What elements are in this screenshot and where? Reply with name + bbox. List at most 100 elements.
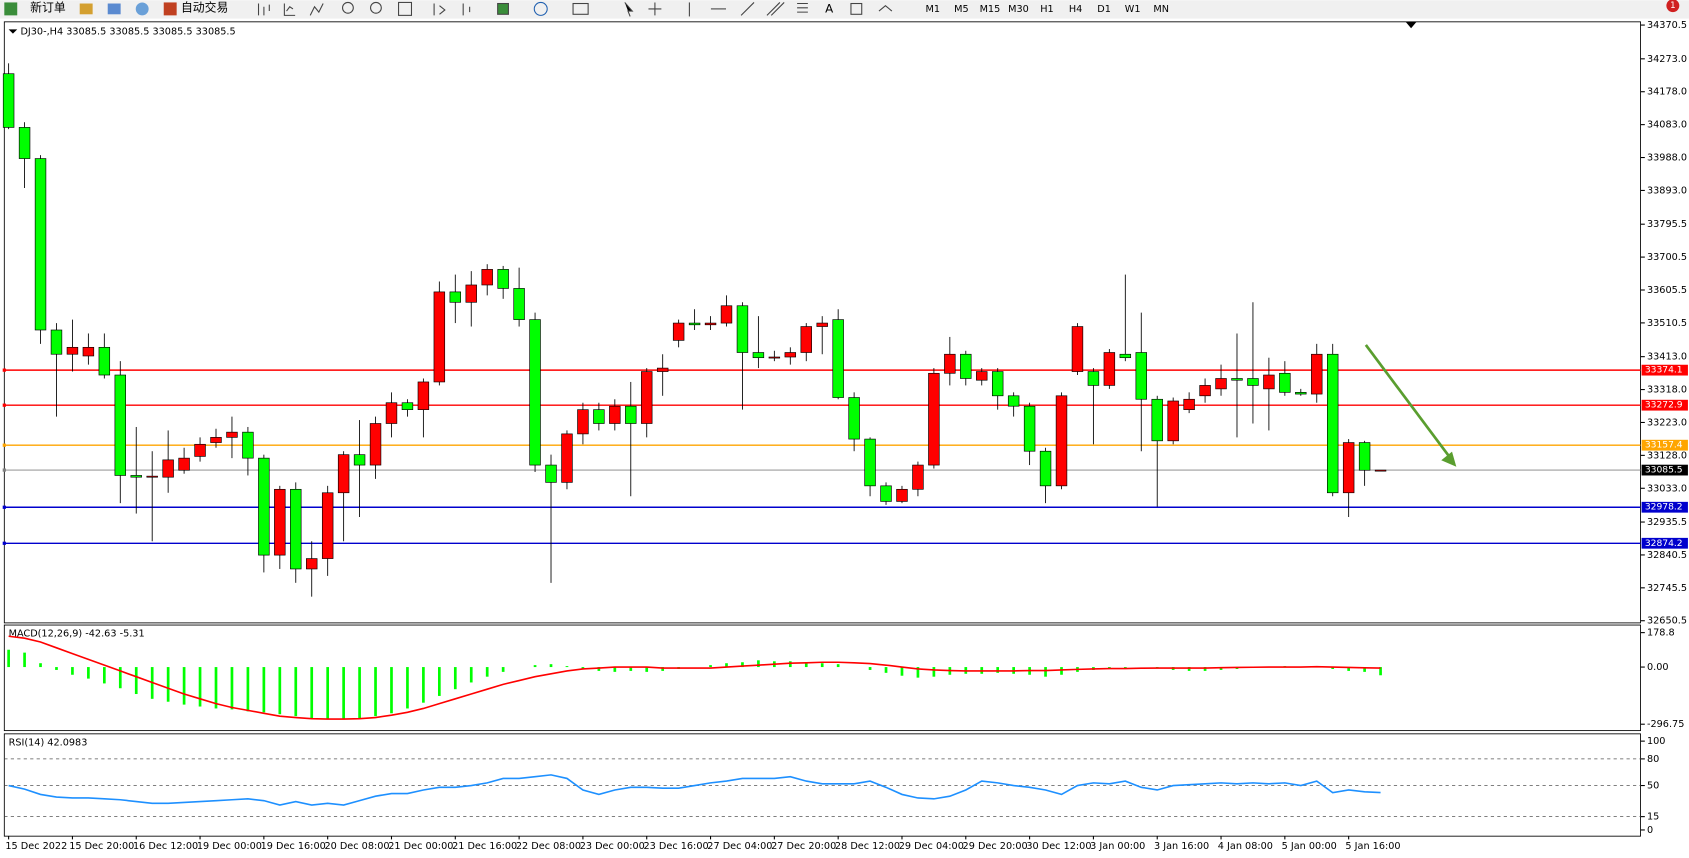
candle-icon[interactable]: [283, 3, 296, 16]
auto-trading-icon[interactable]: [163, 2, 177, 16]
auto-trading-button[interactable]: 自动交易: [181, 0, 228, 14]
candle-body: [82, 346, 95, 357]
x-tick-label: 23 Dec 00:00: [580, 841, 645, 852]
candle-body: [1055, 395, 1068, 487]
candle-body: [672, 322, 685, 341]
label-icon[interactable]: [850, 2, 863, 15]
arrows-icon[interactable]: [878, 4, 893, 12]
x-tick-label: 27 Dec 20:00: [771, 841, 836, 852]
toolbar-icon[interactable]: [79, 3, 93, 15]
templates-icon[interactable]: [572, 2, 589, 15]
candle-body: [98, 346, 111, 376]
candle-body: [944, 353, 956, 374]
pane-menu[interactable]: [8, 29, 18, 34]
price-level-label: 33157.4: [1645, 441, 1683, 451]
candle-body: [258, 457, 270, 556]
candle-body: [720, 305, 733, 324]
y-tick-label: 34083.0: [1647, 120, 1687, 131]
candle-body: [1023, 405, 1036, 452]
timeframe-button[interactable]: M5: [954, 4, 969, 15]
macd-pane: [3, 624, 1641, 732]
x-tick-label: 19 Dec 00:00: [197, 841, 262, 852]
candle-body: [1247, 378, 1259, 386]
toolbar-icon[interactable]: [135, 2, 149, 16]
x-tick-label: 15 Dec 20:00: [69, 841, 134, 852]
timeframe-button[interactable]: MN: [1153, 4, 1169, 15]
bar-chart-icon[interactable]: [257, 3, 270, 16]
y-tick-label: 33318.0: [1647, 385, 1687, 396]
periods-icon[interactable]: [533, 1, 548, 16]
candle-body: [321, 492, 334, 559]
zoom-out-icon[interactable]: [370, 1, 382, 14]
crosshair-icon[interactable]: [648, 2, 662, 16]
candle-body: [194, 443, 206, 457]
macd-title: MACD(12,26,9) -42.63 -5.31: [9, 629, 145, 640]
candle-body: [401, 402, 414, 410]
price-level-handle: [2, 505, 6, 509]
candle-body: [1151, 398, 1163, 442]
timeframe-button[interactable]: M15: [980, 4, 1001, 15]
candle-body: [1311, 353, 1323, 395]
timeframe-button[interactable]: M1: [926, 4, 941, 15]
candle-body: [130, 475, 142, 478]
candle-body: [34, 158, 47, 331]
channel-icon[interactable]: [766, 2, 785, 16]
indicators-icon[interactable]: [497, 2, 509, 15]
shift-icon[interactable]: [462, 3, 471, 16]
price-level-box: [1641, 399, 1688, 411]
y-tick-label: 0.00: [1647, 662, 1669, 673]
candle-body: [146, 475, 158, 478]
y-tick-label: 33605.5: [1647, 285, 1687, 296]
x-tick-label: 5 Jan 00:00: [1282, 841, 1337, 852]
toolbar-icon[interactable]: [107, 3, 121, 15]
y-tick-label: 0: [1647, 825, 1653, 836]
marks: 34370.5 34273.0 34178.0 34083.0 33988.0 33893…: [2, 20, 1688, 852]
y-tick-label: 33795.5: [1647, 219, 1687, 230]
new-order-icon[interactable]: [4, 2, 18, 16]
arrow-head: [1441, 451, 1457, 467]
zoom-in-icon[interactable]: [342, 1, 354, 14]
candle-body: [1215, 378, 1227, 390]
candle-body: [1103, 352, 1116, 386]
timeframe-button[interactable]: H4: [1069, 4, 1082, 15]
x-tick-label: 22 Dec 08:00: [516, 841, 581, 852]
candle-body: [960, 353, 972, 379]
candle-body: [609, 405, 621, 424]
y-tick-label: 33700.5: [1647, 252, 1687, 263]
candle-body: [880, 485, 892, 502]
candle-body: [1183, 398, 1195, 410]
candle-body: [1374, 469, 1387, 472]
timeframe-button[interactable]: M30: [1008, 4, 1029, 15]
candle-body: [561, 433, 573, 483]
candle-body: [577, 409, 589, 435]
price-level-handle: [2, 468, 6, 472]
trendline-icon[interactable]: [740, 2, 755, 16]
x-tick-label: 3 Jan 16:00: [1154, 841, 1209, 852]
tile-icon[interactable]: [398, 1, 413, 16]
candle-body: [513, 288, 525, 320]
scroll-icon[interactable]: [433, 3, 446, 16]
candle-body: [1087, 371, 1100, 386]
candle-body: [1279, 372, 1291, 393]
cursor-icon[interactable]: [624, 2, 634, 17]
x-tick-label: 15 Dec 2022: [5, 841, 67, 852]
candle-body: [1295, 392, 1307, 395]
candle-body: [114, 374, 126, 476]
toolbar: [0, 0, 1689, 19]
candle-body: [704, 322, 717, 326]
fibo-icon[interactable]: [797, 2, 808, 13]
line-icon[interactable]: [309, 3, 324, 16]
indicator-line: [8, 774, 1381, 806]
annotation-arrow: [1364, 344, 1457, 467]
candle-body: [529, 319, 541, 466]
timeframe-button[interactable]: D1: [1097, 4, 1111, 15]
text-tool[interactable]: A: [825, 1, 833, 15]
timeframe-button[interactable]: W1: [1125, 4, 1141, 15]
timeframe-button[interactable]: H1: [1040, 4, 1053, 15]
price-level-box: [1641, 537, 1688, 549]
new-order-button[interactable]: 新订单: [30, 0, 66, 14]
y-tick-label: 50: [1647, 781, 1659, 792]
x-tick-label: 29 Dec 20:00: [963, 841, 1028, 852]
price-level-box: [1641, 439, 1688, 451]
notification-badge[interactable]: [1666, 0, 1680, 13]
